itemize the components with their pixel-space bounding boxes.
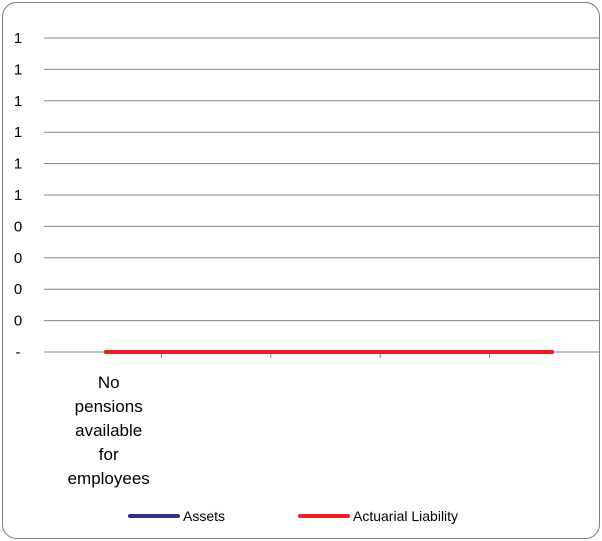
y-tick-label: 1 bbox=[14, 124, 22, 141]
y-tick-label: 0 bbox=[14, 218, 22, 235]
legend: Assets Actuarial Liability bbox=[128, 508, 458, 524]
category-labels: No pensions available for employees bbox=[68, 373, 150, 488]
y-axis-ticks: 1 1 1 1 1 1 0 0 0 0 - bbox=[14, 30, 22, 361]
y-tick-label: 0 bbox=[14, 313, 22, 330]
legend-label: Assets bbox=[183, 508, 225, 524]
y-tick-label: 1 bbox=[14, 187, 22, 204]
y-tick-label: 1 bbox=[14, 93, 22, 110]
y-tick-label: 1 bbox=[14, 156, 22, 173]
x-category-label: No pensions available for employees bbox=[68, 373, 150, 488]
y-tick-label: - bbox=[16, 344, 21, 361]
y-tick-label: 0 bbox=[14, 250, 22, 267]
y-tick-label: 1 bbox=[14, 61, 22, 78]
legend-label: Actuarial Liability bbox=[353, 508, 458, 524]
y-tick-label: 0 bbox=[14, 281, 22, 298]
y-tick-label: 1 bbox=[14, 30, 22, 47]
